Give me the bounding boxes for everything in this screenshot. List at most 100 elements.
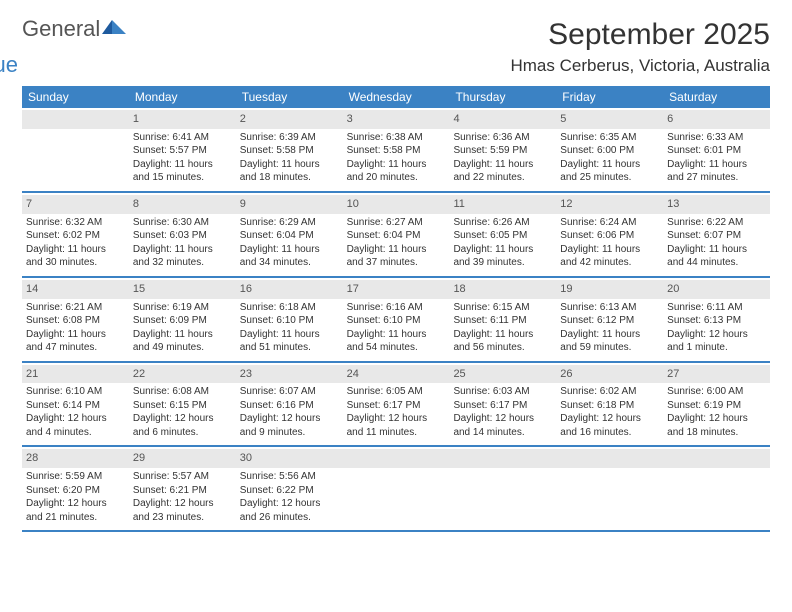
sunrise-line: Sunrise: 6:26 AM <box>453 216 552 230</box>
sunset-line: Sunset: 6:22 PM <box>240 484 339 498</box>
day-header: Sunday <box>22 86 129 108</box>
sunrise-line: Sunrise: 6:33 AM <box>667 131 766 145</box>
sunset-line: Sunset: 6:04 PM <box>347 229 446 243</box>
day-cell: 11Sunrise: 6:26 AMSunset: 6:05 PMDayligh… <box>449 193 556 276</box>
sunset-line: Sunset: 6:01 PM <box>667 144 766 158</box>
sunset-line: Sunset: 6:05 PM <box>453 229 552 243</box>
day-cell <box>22 108 129 191</box>
sunrise-line: Sunrise: 6:03 AM <box>453 385 552 399</box>
logo-sail-icon <box>112 20 126 34</box>
day-cell <box>449 447 556 530</box>
day-number: 25 <box>449 365 556 384</box>
day-header: Tuesday <box>236 86 343 108</box>
day-cell: 19Sunrise: 6:13 AMSunset: 6:12 PMDayligh… <box>556 278 663 361</box>
daylight-line: Daylight: 11 hours and 20 minutes. <box>347 158 446 185</box>
day-number: 15 <box>129 280 236 299</box>
daylight-line: Daylight: 11 hours and 39 minutes. <box>453 243 552 270</box>
sunset-line: Sunset: 5:59 PM <box>453 144 552 158</box>
sunset-line: Sunset: 6:03 PM <box>133 229 232 243</box>
daylight-line: Daylight: 11 hours and 30 minutes. <box>26 243 125 270</box>
day-number: 13 <box>663 195 770 214</box>
week-row: 21Sunrise: 6:10 AMSunset: 6:14 PMDayligh… <box>22 363 770 448</box>
day-header: Thursday <box>449 86 556 108</box>
calendar: SundayMondayTuesdayWednesdayThursdayFrid… <box>22 86 770 532</box>
week-row: 1 Sunrise: 6:41 AMSunset: 5:57 PM Daylight… <box>22 108 770 193</box>
sunset-line: Sunset: 6:18 PM <box>560 399 659 413</box>
sunrise-line: Sunrise: 6:02 AM <box>560 385 659 399</box>
sunrise-line: Sunrise: 5:59 AM <box>26 470 125 484</box>
page-title: September 2025 <box>510 18 770 52</box>
daylight-line: Daylight: 11 hours and 22 minutes. <box>453 158 552 185</box>
daylight-line: Daylight: 12 hours and 18 minutes. <box>667 412 766 439</box>
sunset-line: Sunset: 5:57 PM <box>133 144 232 158</box>
day-header: Monday <box>129 86 236 108</box>
sunrise-line: Sunrise: 6:27 AM <box>347 216 446 230</box>
day-number: 2 <box>236 110 343 129</box>
day-cell: 22Sunrise: 6:08 AMSunset: 6:15 PMDayligh… <box>129 363 236 446</box>
day-cell: 10Sunrise: 6:27 AMSunset: 6:04 PMDayligh… <box>343 193 450 276</box>
daylight-line: Daylight: 11 hours and 44 minutes. <box>667 243 766 270</box>
logo-text-blue: Blue <box>0 54 78 76</box>
day-cell: 8Sunrise: 6:30 AMSunset: 6:03 PMDaylight… <box>129 193 236 276</box>
day-cell: 2Sunrise: 6:39 AMSunset: 5:58 PMDaylight… <box>236 108 343 191</box>
daylight-line: Daylight: 11 hours and 51 minutes. <box>240 328 339 355</box>
daylight-line: Daylight: 11 hours and 18 minutes. <box>240 158 339 185</box>
sunset-line: Sunset: 6:10 PM <box>240 314 339 328</box>
sunset-line: Sunset: 6:07 PM <box>667 229 766 243</box>
day-cell <box>556 447 663 530</box>
day-number: 1 <box>129 110 236 129</box>
sunset-line: Sunset: 5:58 PM <box>240 144 339 158</box>
sunset-line: Sunset: 6:02 PM <box>26 229 125 243</box>
day-cell: 30Sunrise: 5:56 AMSunset: 6:22 PMDayligh… <box>236 447 343 530</box>
sunrise-line: Sunrise: 6:41 AM <box>133 131 232 145</box>
day-number: 3 <box>343 110 450 129</box>
location-subtitle: Hmas Cerberus, Victoria, Australia <box>510 56 770 76</box>
daylight-line: Daylight: 12 hours and 26 minutes. <box>240 497 339 524</box>
day-number: 27 <box>663 365 770 384</box>
day-number: 6 <box>663 110 770 129</box>
week-row: 7Sunrise: 6:32 AMSunset: 6:02 PMDaylight… <box>22 193 770 278</box>
daylight-line: Daylight: 11 hours and 54 minutes. <box>347 328 446 355</box>
day-number <box>449 449 556 468</box>
day-number: 24 <box>343 365 450 384</box>
day-cell: 17Sunrise: 6:16 AMSunset: 6:10 PMDayligh… <box>343 278 450 361</box>
daylight-line: Daylight: 11 hours and 25 minutes. <box>560 158 659 185</box>
day-cell: 14Sunrise: 6:21 AMSunset: 6:08 PMDayligh… <box>22 278 129 361</box>
daylight-line: Daylight: 11 hours and 37 minutes. <box>347 243 446 270</box>
day-cell: 20Sunrise: 6:11 AMSunset: 6:13 PMDayligh… <box>663 278 770 361</box>
day-cell: 9Sunrise: 6:29 AMSunset: 6:04 PMDaylight… <box>236 193 343 276</box>
daylight-line: Daylight: 12 hours and 11 minutes. <box>347 412 446 439</box>
logo-sail-icon <box>102 20 112 34</box>
sunrise-line: Sunrise: 5:56 AM <box>240 470 339 484</box>
day-number <box>556 449 663 468</box>
day-number: 29 <box>129 449 236 468</box>
sunset-line: Sunset: 6:15 PM <box>133 399 232 413</box>
sunrise-line: Sunrise: 6:21 AM <box>26 301 125 315</box>
day-number: 17 <box>343 280 450 299</box>
daylight-line: Daylight: 11 hours and 56 minutes. <box>453 328 552 355</box>
daylight-line: Daylight: 12 hours and 9 minutes. <box>240 412 339 439</box>
sunset-line: Sunset: 6:13 PM <box>667 314 766 328</box>
day-cell: 29Sunrise: 5:57 AMSunset: 6:21 PMDayligh… <box>129 447 236 530</box>
day-cell: 6 Sunrise: 6:33 AMSunset: 6:01 PMDaylight… <box>663 108 770 191</box>
day-number: 8 <box>129 195 236 214</box>
day-cell: 1Sunrise: 6:41 AMSunset: 5:57 PMDaylight… <box>129 108 236 191</box>
title-block: September 2025 Hmas Cerberus, Victoria, … <box>510 18 770 76</box>
day-number: 28 <box>22 449 129 468</box>
sunset-line: Sunset: 6:14 PM <box>26 399 125 413</box>
daylight-line: Daylight: 11 hours and 27 minutes. <box>667 158 766 185</box>
day-cell: 4Sunrise: 6:36 AMSunset: 5:59 PMDaylight… <box>449 108 556 191</box>
sunset-line: Sunset: 6:06 PM <box>560 229 659 243</box>
day-cell: 7Sunrise: 6:32 AMSunset: 6:02 PMDaylight… <box>22 193 129 276</box>
daylight-line: Daylight: 11 hours and 49 minutes. <box>133 328 232 355</box>
sunrise-line: Sunrise: 6:16 AM <box>347 301 446 315</box>
daylight-line: Daylight: 11 hours and 34 minutes. <box>240 243 339 270</box>
sunrise-line: Sunrise: 6:07 AM <box>240 385 339 399</box>
sunset-line: Sunset: 6:09 PM <box>133 314 232 328</box>
sunrise-line: Sunrise: 6:05 AM <box>347 385 446 399</box>
logo-text-general: General <box>22 16 100 41</box>
day-number: 21 <box>22 365 129 384</box>
sunrise-line: Sunrise: 6:00 AM <box>667 385 766 399</box>
day-header-row: SundayMondayTuesdayWednesdayThursdayFrid… <box>22 86 770 108</box>
sunset-line: Sunset: 6:00 PM <box>560 144 659 158</box>
